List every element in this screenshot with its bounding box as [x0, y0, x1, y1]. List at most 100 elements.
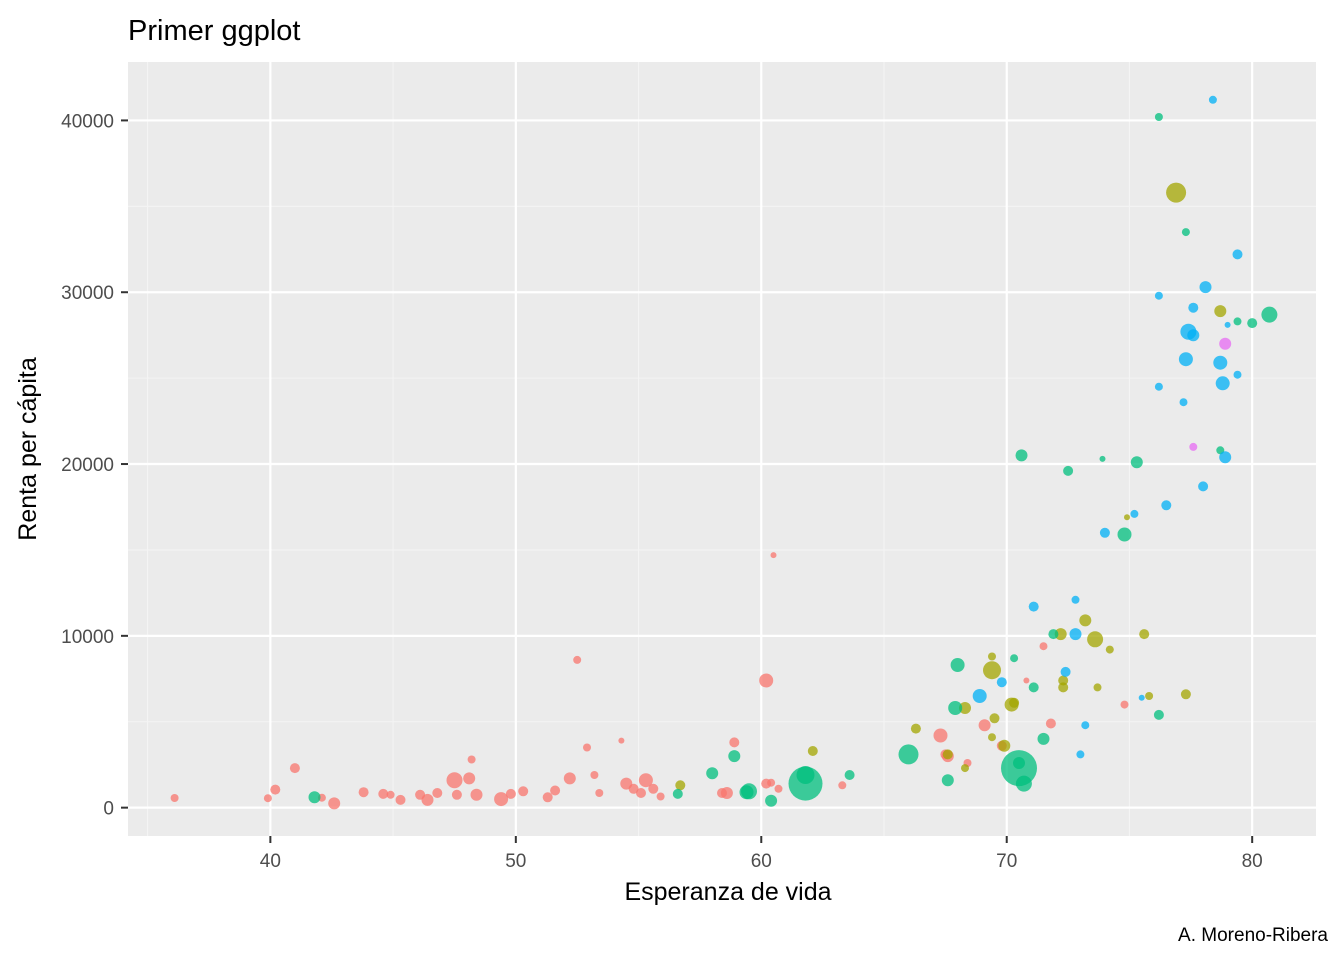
data-point: [1154, 291, 1163, 300]
data-point: [289, 763, 300, 774]
data-point: [595, 789, 604, 797]
data-point: [1247, 318, 1258, 329]
data-point: [933, 728, 948, 743]
x-tick-label: 70: [996, 851, 1017, 872]
data-point: [1166, 182, 1187, 203]
data-point: [767, 778, 776, 787]
data-point: [972, 689, 987, 703]
data-point: [270, 784, 281, 795]
data-point: [263, 794, 272, 803]
data-point: [1145, 692, 1154, 700]
data-point: [170, 794, 179, 802]
data-point: [1081, 721, 1090, 730]
data-point: [989, 713, 1000, 724]
y-tick-label: 40000: [61, 111, 114, 132]
data-point: [618, 737, 625, 744]
data-point: [1219, 451, 1232, 464]
data-point: [395, 794, 406, 805]
data-point: [590, 771, 599, 779]
x-tick-label: 50: [505, 851, 526, 872]
data-point: [1189, 442, 1198, 451]
data-point: [463, 772, 476, 785]
data-point: [770, 552, 777, 559]
data-point: [765, 794, 778, 807]
data-point: [542, 792, 553, 803]
data-point: [505, 788, 516, 799]
data-point: [1139, 629, 1150, 640]
data-point: [1215, 376, 1230, 391]
data-point: [1130, 456, 1143, 469]
data-point: [583, 743, 591, 752]
data-point: [1087, 631, 1104, 648]
data-point: [1048, 629, 1059, 640]
data-point: [959, 702, 971, 714]
y-tick-label: 0: [103, 799, 114, 820]
data-point: [988, 652, 996, 661]
chart-caption: A. Moreno-Ribera: [1178, 925, 1328, 946]
data-point: [451, 789, 462, 800]
data-point: [1154, 382, 1163, 391]
y-tick-label: 20000: [61, 455, 114, 476]
data-point: [1214, 305, 1227, 318]
data-point: [728, 750, 741, 763]
data-point: [386, 790, 395, 799]
grid-minor: [128, 62, 1316, 836]
data-point: [378, 788, 389, 799]
data-point: [1028, 601, 1039, 612]
data-point: [1213, 355, 1228, 370]
data-point: [1071, 595, 1080, 604]
data-point: [675, 780, 686, 791]
data-point: [656, 792, 665, 801]
data-point: [1037, 732, 1050, 745]
data-point: [1117, 527, 1132, 542]
data-points: [170, 95, 1278, 810]
data-point: [807, 746, 818, 756]
data-point: [988, 733, 996, 742]
data-point: [1178, 352, 1193, 367]
data-point: [1060, 666, 1071, 677]
data-point: [759, 673, 774, 688]
data-point: [838, 781, 847, 790]
data-point: [1015, 775, 1032, 792]
data-point: [636, 788, 646, 798]
data-point: [774, 784, 783, 793]
data-point: [1009, 697, 1020, 708]
data-point: [950, 658, 965, 672]
data-point: [1154, 113, 1163, 121]
data-point: [1093, 683, 1102, 692]
data-point: [1124, 514, 1130, 521]
data-point: [1063, 465, 1074, 476]
data-point: [1013, 757, 1025, 769]
data-point: [550, 785, 561, 796]
data-point: [638, 773, 653, 788]
data-point: [1199, 281, 1212, 294]
data-point: [996, 677, 1007, 688]
data-point: [1261, 306, 1278, 323]
data-point: [494, 792, 509, 807]
data-point: [1208, 95, 1217, 104]
data-point: [1039, 642, 1048, 651]
data-point: [518, 786, 529, 797]
data-point: [308, 791, 321, 804]
x-axis-ticks: 40 50 60 70 80: [260, 836, 1263, 872]
data-point: [1181, 228, 1190, 237]
data-point: [1224, 321, 1231, 328]
y-axis-ticks: 0 10000 20000 30000 40000: [61, 111, 128, 820]
data-point: [741, 783, 757, 800]
data-point: [1099, 527, 1110, 538]
data-point: [1010, 654, 1019, 663]
data-point: [961, 764, 969, 773]
data-point: [1130, 509, 1139, 518]
data-point: [467, 755, 476, 764]
data-point: [573, 655, 582, 664]
data-point: [1045, 718, 1056, 729]
x-tick-label: 80: [1242, 851, 1263, 872]
data-point: [1153, 709, 1164, 720]
data-point: [421, 793, 434, 806]
data-point: [1179, 398, 1188, 407]
data-point: [910, 723, 921, 734]
data-point: [1015, 449, 1028, 462]
y-tick-label: 30000: [61, 283, 114, 304]
data-point: [1233, 317, 1242, 326]
